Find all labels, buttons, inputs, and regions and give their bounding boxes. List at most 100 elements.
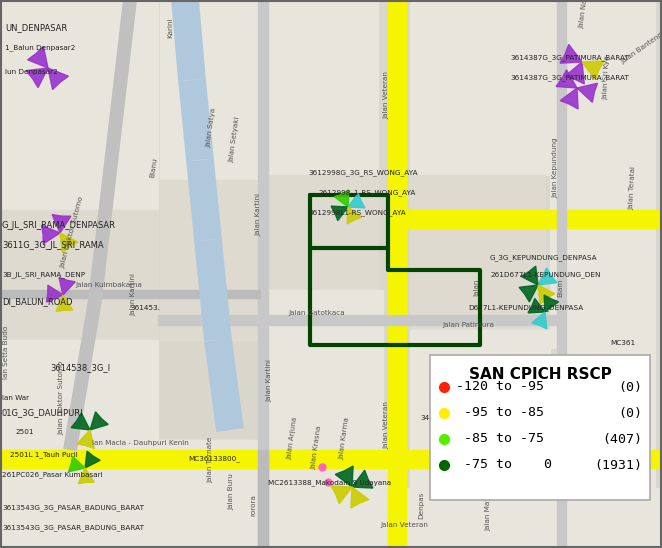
Polygon shape xyxy=(56,295,73,312)
Text: Jalan Banteng: Jalan Banteng xyxy=(620,31,662,65)
Text: lun Denpasar2: lun Denpasar2 xyxy=(5,69,58,75)
Polygon shape xyxy=(334,190,349,207)
Text: 3614538_3G_I: 3614538_3G_I xyxy=(50,363,110,373)
Text: Jalan Kulmbakarna: Jalan Kulmbakarna xyxy=(75,282,142,288)
Text: DI_BALUN_ROAD: DI_BALUN_ROAD xyxy=(2,298,73,306)
Text: -85 to -75: -85 to -75 xyxy=(456,432,544,446)
Text: UN_DENPASAR: UN_DENPASAR xyxy=(5,24,68,32)
Text: Jalan Setyaki: Jalan Setyaki xyxy=(228,117,240,163)
Text: Jalan Kartini: Jalan Kartini xyxy=(130,273,136,317)
Text: -120 to -95: -120 to -95 xyxy=(456,380,544,393)
Text: Jalan Buru: Jalan Buru xyxy=(228,473,234,510)
Text: lan Setta Budo: lan Setta Budo xyxy=(3,326,9,379)
Polygon shape xyxy=(556,70,577,88)
Bar xyxy=(268,290,383,445)
Bar xyxy=(268,175,378,290)
Polygon shape xyxy=(78,468,94,484)
Polygon shape xyxy=(335,466,353,487)
Bar xyxy=(258,450,268,548)
Bar xyxy=(410,0,655,175)
Text: 3611G_3G_JL_SRI_RAMA: 3611G_3G_JL_SRI_RAMA xyxy=(2,241,104,249)
Polygon shape xyxy=(348,193,365,208)
Polygon shape xyxy=(59,277,75,295)
Bar xyxy=(0,0,158,210)
Text: (0): (0) xyxy=(618,380,642,393)
Text: 3612998G_3G_RS_WONG_AYA: 3612998G_3G_RS_WONG_AYA xyxy=(308,170,418,176)
Text: 346G_: 346G_ xyxy=(420,415,443,421)
Text: 1_Balun Denpasar2: 1_Balun Denpasar2 xyxy=(5,44,75,52)
Text: Jalan Doktor Sutomo: Jalan Doktor Sutomo xyxy=(58,361,64,435)
Polygon shape xyxy=(582,61,604,79)
Text: 01G_3G_DAUHPURI: 01G_3G_DAUHPURI xyxy=(2,408,83,418)
Text: lan Macla - Dauhpuri Kenin: lan Macla - Dauhpuri Kenin xyxy=(92,440,189,446)
Text: Jalan Doktor Sutomo: Jalan Doktor Sutomo xyxy=(60,196,85,269)
Text: Jalan Veteran: Jalan Veteran xyxy=(380,522,428,528)
Polygon shape xyxy=(28,47,48,68)
Polygon shape xyxy=(90,412,108,430)
Text: 261D677L1-KEPUNDUNG_DEN: 261D677L1-KEPUNDUNG_DEN xyxy=(490,272,600,278)
Text: 2612998_1-RS_WONG_AYA: 2612998_1-RS_WONG_AYA xyxy=(318,190,415,196)
Bar xyxy=(0,290,260,298)
Text: 261PC026_Pasar Kumbasari: 261PC026_Pasar Kumbasari xyxy=(2,472,103,478)
Text: Jalan Kepundung: Jalan Kepundung xyxy=(552,138,558,198)
Bar xyxy=(258,0,268,548)
Text: 3613543G_3G_PASAR_BADUNG_BARAT: 3613543G_3G_PASAR_BADUNG_BARAT xyxy=(2,524,144,532)
Polygon shape xyxy=(560,44,582,63)
Text: Jalan Durian: Jalan Durian xyxy=(442,455,486,461)
Text: MC2613388_Makodam 9 Udayana: MC2613388_Makodam 9 Udayana xyxy=(268,480,391,487)
Text: Jalan Ternate: Jalan Ternate xyxy=(207,437,213,483)
Text: D677L1-KEPUNDUNG_DENPASA: D677L1-KEPUNDUNG_DENPASA xyxy=(468,305,583,311)
Polygon shape xyxy=(538,285,555,304)
Bar xyxy=(410,330,655,348)
Bar xyxy=(560,348,655,435)
Polygon shape xyxy=(560,88,578,109)
Polygon shape xyxy=(85,451,100,468)
Bar xyxy=(388,210,662,228)
Text: SAN CPICH RSCP: SAN CPICH RSCP xyxy=(469,367,612,382)
Polygon shape xyxy=(42,225,60,244)
Bar xyxy=(550,175,655,330)
Polygon shape xyxy=(352,470,373,488)
Text: -75 to    0: -75 to 0 xyxy=(456,459,552,471)
Text: 3G_KE: 3G_KE xyxy=(522,416,545,424)
Text: MC36133800_: MC36133800_ xyxy=(188,455,240,463)
Bar xyxy=(0,340,158,440)
Polygon shape xyxy=(347,207,361,224)
Text: 2501: 2501 xyxy=(15,429,34,435)
Polygon shape xyxy=(519,285,538,302)
Text: Jalan Patimura: Jalan Patimura xyxy=(442,322,494,328)
Bar xyxy=(158,315,558,325)
Text: Denpas: Denpas xyxy=(418,492,424,519)
Text: Jalan: Jalan xyxy=(474,279,480,296)
Text: Jalan Veteran: Jalan Veteran xyxy=(383,71,389,119)
Polygon shape xyxy=(26,68,48,88)
Polygon shape xyxy=(52,215,71,233)
Text: Bianu: Bianu xyxy=(149,157,158,179)
Bar xyxy=(430,355,650,500)
Text: 2501L 1_Tauh Puril: 2501L 1_Tauh Puril xyxy=(10,452,77,458)
Text: rorora: rorora xyxy=(250,494,256,516)
Text: 3B_JL_SRI_RAMA_DENP: 3B_JL_SRI_RAMA_DENP xyxy=(2,272,85,278)
Bar xyxy=(160,0,260,180)
Polygon shape xyxy=(521,266,538,285)
Text: Karini: Karini xyxy=(167,18,173,38)
Polygon shape xyxy=(532,312,547,329)
Text: (1931): (1931) xyxy=(594,459,642,471)
Text: Jalan Mayor Wisnu: Jalan Mayor Wisnu xyxy=(485,465,491,531)
Text: 3613543G_3G_PASAR_BADUNG_BARAT: 3613543G_3G_PASAR_BADUNG_BARAT xyxy=(2,505,144,511)
Text: Jalan Veteran: Jalan Veteran xyxy=(383,401,389,449)
Text: 361453.: 361453. xyxy=(130,305,160,311)
Polygon shape xyxy=(71,413,90,430)
Bar xyxy=(0,450,662,468)
Text: (407): (407) xyxy=(602,432,642,446)
Bar xyxy=(557,0,566,548)
Text: KEPU: KEPU xyxy=(432,435,451,441)
Bar xyxy=(268,0,378,175)
Text: Jalan Kartini: Jalan Kartini xyxy=(255,193,261,237)
Polygon shape xyxy=(528,299,545,313)
Polygon shape xyxy=(331,206,348,221)
Text: 3614387G_3G_PATIMURA_BARAT: 3614387G_3G_PATIMURA_BARAT xyxy=(510,55,629,61)
Text: Jalan Nangka: Jalan Nangka xyxy=(578,0,591,28)
Bar xyxy=(410,175,545,330)
Polygon shape xyxy=(46,285,63,302)
